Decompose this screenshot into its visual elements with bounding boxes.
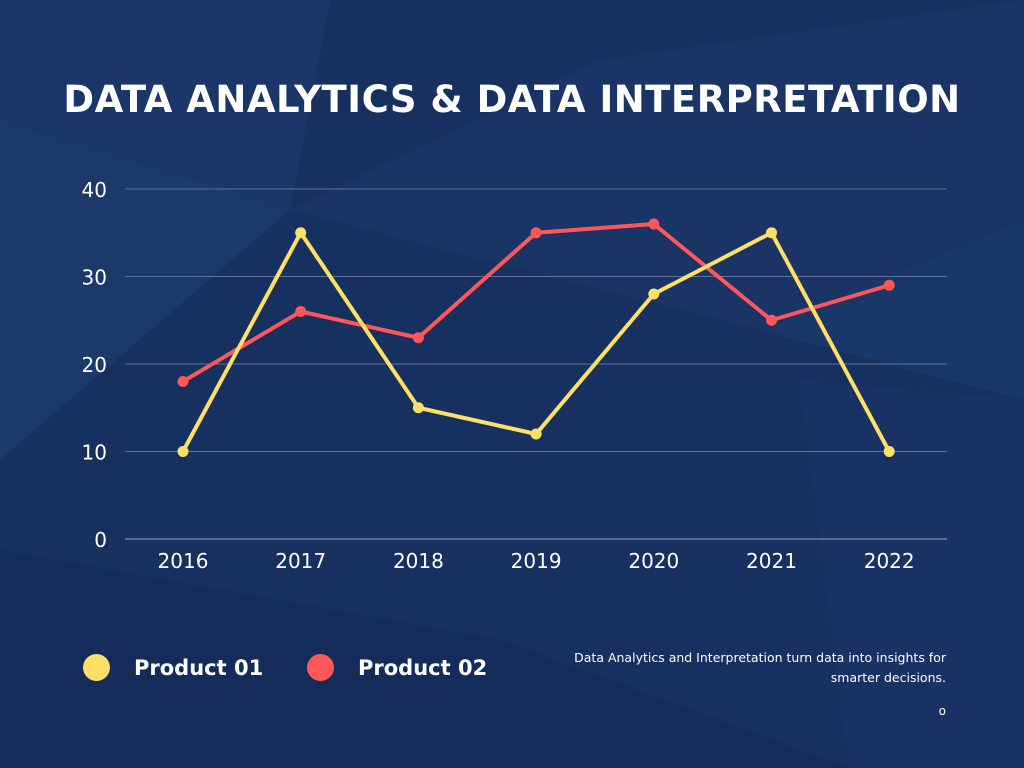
footer-mark: o <box>938 704 946 718</box>
data-point <box>530 428 542 440</box>
data-point <box>412 402 424 414</box>
y-tick-label: 0 <box>94 528 107 552</box>
data-point <box>883 279 895 291</box>
data-point <box>295 306 307 317</box>
x-tick-label: 2016 <box>158 549 209 573</box>
legend-item-product-01: Product 01 <box>83 654 263 681</box>
series-line <box>181 222 890 384</box>
page-title: DATA ANALYTICS & DATA INTERPRETATION <box>63 78 961 121</box>
series-line <box>181 230 891 453</box>
description-text: Data Analytics and Interpretation turn d… <box>574 650 946 685</box>
legend-item-product-02: Product 02 <box>307 654 487 681</box>
x-tick-label: 2017 <box>275 549 326 573</box>
data-point <box>766 314 777 326</box>
legend-label: Product 02 <box>358 655 488 680</box>
data-point <box>412 332 424 344</box>
x-tick-label: 2020 <box>628 549 679 573</box>
x-tick-label: 2022 <box>864 549 915 573</box>
x-tick-label: 2021 <box>746 549 797 573</box>
data-point <box>648 288 660 300</box>
y-tick-label: 30 <box>82 266 107 290</box>
y-tick-label: 40 <box>82 178 107 202</box>
data-point <box>648 218 660 230</box>
data-point <box>766 227 777 239</box>
legend-swatch-red <box>307 654 334 681</box>
y-tick-label: 20 <box>82 353 107 377</box>
legend-label: Product 01 <box>134 655 264 680</box>
x-tick-label: 2018 <box>393 549 444 573</box>
y-tick-label: 10 <box>82 441 107 465</box>
legend-swatch-yellow <box>83 654 110 681</box>
data-point <box>177 376 189 387</box>
data-point <box>883 446 895 457</box>
data-point <box>177 446 189 457</box>
x-tick-label: 2019 <box>511 549 562 573</box>
data-point <box>530 227 542 239</box>
data-point <box>295 227 307 239</box>
